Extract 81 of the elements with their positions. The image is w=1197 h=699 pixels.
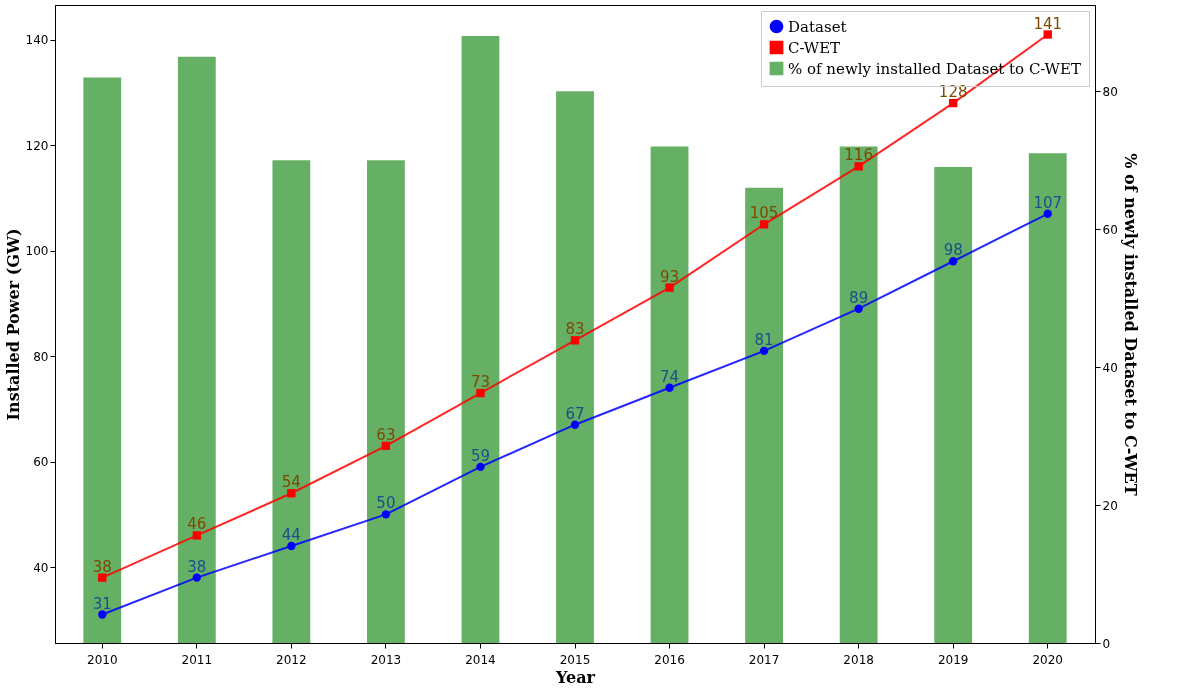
bar (839, 146, 878, 643)
y-axis-title: Installed Power (GW) (3, 228, 23, 421)
y-tick-label: 120 (25, 138, 49, 153)
y-tick-label: 140 (25, 33, 49, 48)
data-label: 83 (565, 320, 585, 339)
data-label: 67 (565, 404, 585, 423)
data-label: 54 (281, 473, 301, 492)
point (949, 98, 958, 108)
data-label: 141 (1033, 14, 1063, 33)
point (759, 220, 769, 229)
point (570, 336, 580, 345)
x-tick-label: 2011 (181, 652, 213, 667)
data-label: 38 (92, 557, 112, 576)
legend-label: Dataset (788, 17, 847, 36)
x-tick-label: 2017 (748, 652, 780, 667)
y2-tick-label: 80 (1102, 84, 1118, 99)
data-label: 74 (660, 367, 680, 386)
bar (745, 187, 783, 643)
point (98, 573, 107, 582)
point (476, 462, 485, 472)
point (1043, 30, 1052, 39)
data-label: 63 (376, 425, 396, 444)
bar (934, 167, 973, 643)
point (381, 441, 391, 450)
y2-tick-label: 20 (1102, 498, 1118, 513)
point (98, 610, 107, 619)
data-label: 98 (943, 241, 963, 260)
point (476, 388, 485, 398)
x-tick-label: 2016 (654, 652, 685, 667)
x-tick-label: 2019 (937, 652, 969, 667)
y2-tick-label: 40 (1102, 360, 1118, 375)
x-tick-label: 2012 (276, 652, 307, 667)
point (381, 510, 391, 519)
data-label: 38 (187, 557, 207, 576)
bar (461, 36, 500, 643)
data-label: 116 (844, 146, 873, 165)
point (1043, 209, 1052, 218)
y-tick-label: 60 (33, 455, 49, 470)
point (665, 383, 674, 392)
bar (556, 91, 594, 643)
x-tick-label: 2018 (843, 652, 874, 667)
x-tick-label: 2014 (465, 652, 496, 667)
y2-axis-title: % of newly installed Dataset to C-WET (1120, 153, 1140, 496)
x-tick-label: 2013 (370, 652, 402, 667)
y2-tick-label: 60 (1102, 222, 1118, 237)
y-tick-label: 100 (25, 244, 49, 259)
data-label: 31 (92, 594, 112, 613)
data-label: 93 (660, 267, 680, 286)
data-label: 59 (470, 446, 490, 465)
bar (83, 77, 122, 643)
point (192, 531, 201, 540)
y2-tick-label: 0 (1102, 636, 1111, 651)
bar (1028, 153, 1067, 643)
data-label: 105 (749, 204, 779, 223)
point (287, 541, 296, 551)
data-label: 81 (754, 330, 774, 349)
y-tick-label: 40 (33, 560, 49, 575)
legend-label: C-WET (788, 38, 841, 57)
point (665, 283, 674, 292)
x-tick-label: 2015 (559, 652, 591, 667)
x-tick-label: 2020 (1032, 652, 1063, 667)
bar (272, 160, 311, 643)
point (854, 162, 863, 171)
bar (650, 146, 689, 643)
data-label: 44 (281, 525, 301, 544)
bar (177, 56, 216, 643)
point (854, 304, 863, 313)
y-tick-label: 80 (33, 349, 49, 364)
point (570, 420, 580, 429)
point (949, 257, 958, 266)
x-tick-label: 2010 (87, 652, 118, 667)
point (287, 489, 296, 498)
data-label: 46 (187, 515, 207, 534)
x-axis-title: Year (554, 667, 596, 687)
point (759, 346, 769, 356)
data-label: 50 (376, 494, 396, 513)
data-label: 89 (849, 288, 869, 307)
point (192, 573, 201, 582)
bar (367, 160, 405, 643)
data-label: 73 (470, 373, 490, 392)
data-label: 107 (1033, 193, 1063, 212)
